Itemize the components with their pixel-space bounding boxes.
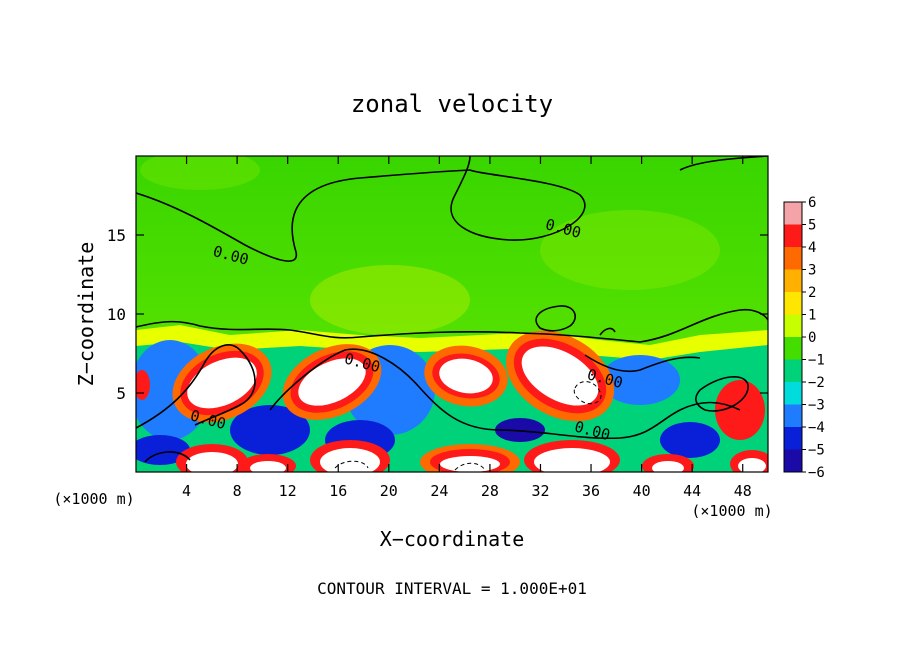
colorbar-label: −3 <box>808 398 825 414</box>
colorbar-swatch <box>784 269 802 292</box>
x-tick-label: 16 <box>329 482 347 500</box>
x-tick-label: 12 <box>279 482 297 500</box>
colorbar-label: 1 <box>808 308 816 324</box>
contour-lines <box>136 156 768 463</box>
x-tick-label: 8 <box>233 482 242 500</box>
field-patch <box>540 210 720 290</box>
x-tick-label: 4 <box>182 482 191 500</box>
y-tick-label: 15 <box>107 226 126 245</box>
y-axis: 5 10 15 <box>107 226 768 403</box>
field-patch <box>310 265 470 335</box>
colorbar: 6 5 4 3 2 1 0 −1 −2 −3 −4 −5 −6 <box>783 195 825 481</box>
colorbar-swatch <box>784 337 802 360</box>
colorbar-label: 5 <box>808 218 816 234</box>
colorbar-label: 3 <box>808 263 816 279</box>
colorbar-label: −2 <box>808 375 825 391</box>
colorbar-swatch <box>784 382 802 405</box>
colorbar-label: −5 <box>808 443 825 459</box>
x-unit-left: (×1000 m) <box>53 490 134 508</box>
colorbar-label: 0 <box>808 330 816 346</box>
y-tick-label: 10 <box>107 305 126 324</box>
colorbar-swatch <box>784 224 802 247</box>
x-axis-label: X−coordinate <box>380 527 525 551</box>
colorbar-swatch <box>784 449 802 472</box>
x-tick-label: 36 <box>582 482 600 500</box>
colorbar-swatch <box>784 359 802 382</box>
field-band <box>136 325 768 360</box>
colorbar-label: −6 <box>808 465 825 481</box>
x-tick-label: 48 <box>734 482 752 500</box>
colorbar-swatch <box>784 292 802 315</box>
colorbar-label: 4 <box>808 240 816 256</box>
x-tick-label: 40 <box>633 482 651 500</box>
x-tick-label: 32 <box>531 482 549 500</box>
colorbar-swatch <box>784 404 802 427</box>
x-tick-label: 28 <box>481 482 499 500</box>
x-tick-label: 44 <box>683 482 701 500</box>
contour-interval-note: CONTOUR INTERVAL = 1.000E+01 <box>317 579 587 598</box>
colorbar-label: 6 <box>808 195 816 211</box>
y-tick-label: 5 <box>116 384 126 403</box>
y-axis-label: Z−coordinate <box>74 242 98 387</box>
plot-area: 0.000.000.000.000.00 0.00 <box>136 156 768 472</box>
field-patch <box>660 422 720 458</box>
positive-cells <box>136 330 768 472</box>
colorbar-swatch <box>784 314 802 337</box>
field-patch <box>230 405 310 455</box>
field-patch <box>600 355 680 405</box>
x-tick-label: 24 <box>430 482 448 500</box>
x-axis: 4 8 12 16 20 24 28 32 36 40 44 48 <box>182 156 752 500</box>
field-patch <box>495 418 545 442</box>
colorbar-swatch <box>784 247 802 270</box>
colorbar-label: −4 <box>808 420 825 436</box>
colorbar-label: 2 <box>808 285 816 301</box>
x-tick-label: 20 <box>380 482 398 500</box>
colorbar-swatch <box>784 427 802 450</box>
chart-title: zonal velocity <box>351 90 553 118</box>
field-patch <box>140 156 260 190</box>
x-unit-right: (×1000 m) <box>691 502 772 520</box>
colorbar-swatch <box>784 202 802 225</box>
colorbar-label: −1 <box>808 353 825 369</box>
